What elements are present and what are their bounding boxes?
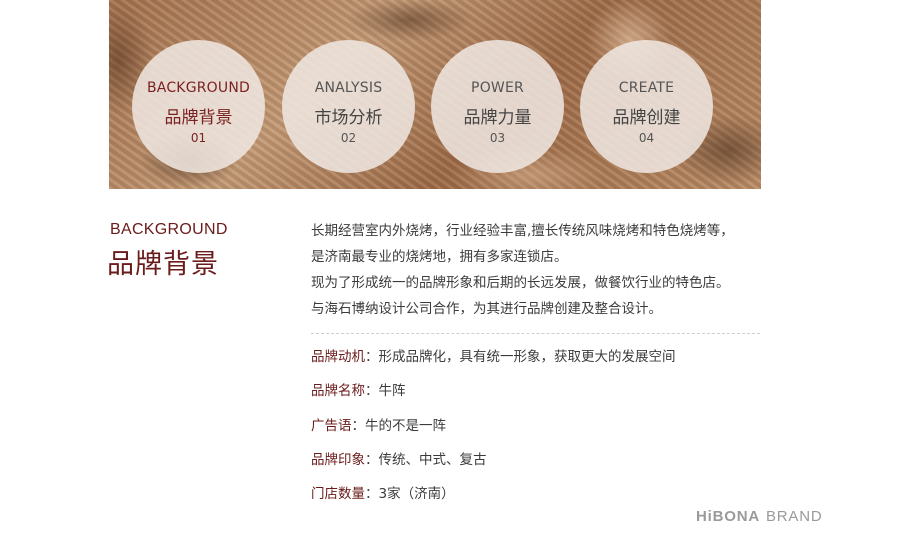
nav-circle-analysis[interactable]: ANALYSIS 市场分析 02 bbox=[282, 40, 415, 173]
nav-circle-cn: 品牌背景 bbox=[164, 108, 233, 128]
nav-circle-cn: 品牌力量 bbox=[463, 108, 532, 128]
nav-circle-num: 01 bbox=[190, 131, 207, 145]
nav-circle-num: 04 bbox=[638, 131, 655, 145]
nav-circle-en: POWER bbox=[471, 80, 524, 96]
fact-row: 广告语：牛的不是一阵 bbox=[311, 415, 676, 449]
fact-value: 3家（济南） bbox=[378, 486, 455, 503]
section-title-cn: 品牌背景 bbox=[107, 249, 219, 280]
fact-key: 门店数量 bbox=[311, 486, 365, 503]
section-title-en: BACKGROUND bbox=[110, 221, 228, 238]
fact-separator: ： bbox=[351, 417, 366, 434]
fact-separator: ： bbox=[365, 349, 379, 365]
fact-value: 牛的不是一阵 bbox=[365, 417, 446, 434]
intro-line: 长期经营室内外烧烤，行业经验丰富,擅长传统风味烧烤和特色烧烤等， bbox=[311, 223, 734, 239]
intro-line: 是济南最专业的烧烤地，拥有多家连锁店。 bbox=[311, 249, 568, 265]
hero-banner: BACKGROUND 品牌背景 01 ANALYSIS 市场分析 02 POWE… bbox=[109, 0, 761, 189]
nav-circle-power[interactable]: POWER 品牌力量 03 bbox=[431, 40, 564, 173]
nav-circle-cn: 品牌创建 bbox=[612, 108, 681, 128]
nav-circle-en: ANALYSIS bbox=[314, 80, 383, 96]
fact-row: 品牌印象：传统、中式、复古 bbox=[311, 449, 676, 483]
nav-circle-en: BACKGROUND bbox=[147, 80, 250, 96]
fact-row: 品牌名称：牛阵 bbox=[311, 380, 676, 414]
fact-separator: ： bbox=[365, 383, 379, 400]
brand-facts: 品牌动机：形成品牌化，具有统一形象，获取更大的发展空间 品牌名称：牛阵 广告语：… bbox=[311, 346, 676, 517]
dashed-divider bbox=[311, 333, 760, 334]
fact-key: 品牌名称 bbox=[311, 383, 365, 400]
brand-logo-suffix: BRAND bbox=[765, 508, 823, 525]
fact-row: 门店数量：3家（济南） bbox=[311, 483, 676, 517]
fact-key: 品牌动机 bbox=[311, 349, 365, 365]
fact-row: 品牌动机：形成品牌化，具有统一形象，获取更大的发展空间 bbox=[311, 346, 676, 380]
fact-separator: ： bbox=[365, 486, 379, 503]
nav-circle-en: CREATE bbox=[618, 80, 675, 96]
fact-key: 品牌印象 bbox=[311, 451, 365, 468]
fact-value: 形成品牌化，具有统一形象，获取更大的发展空间 bbox=[378, 349, 676, 365]
nav-circle-create[interactable]: CREATE 品牌创建 04 bbox=[580, 40, 713, 173]
fact-value: 传统、中式、复古 bbox=[378, 451, 487, 468]
fact-separator: ： bbox=[365, 451, 379, 468]
intro-line: 现为了形成统一的品牌形象和后期的长远发展，做餐饮行业的特色店。 bbox=[311, 275, 730, 291]
fact-key: 广告语 bbox=[311, 417, 352, 434]
nav-circle-background[interactable]: BACKGROUND 品牌背景 01 bbox=[132, 40, 265, 173]
brand-logo: HiBONA BRAND bbox=[696, 508, 822, 525]
brand-logo-name: HiBONA bbox=[696, 508, 760, 525]
nav-circle-num: 02 bbox=[340, 131, 357, 145]
intro-text: 长期经营室内外烧烤，行业经验丰富,擅长传统风味烧烤和特色烧烤等， 是济南最专业的… bbox=[311, 218, 761, 322]
intro-line: 与海石博纳设计公司合作，为其进行品牌创建及整合设计。 bbox=[311, 301, 662, 317]
nav-circle-num: 03 bbox=[489, 131, 506, 145]
fact-value: 牛阵 bbox=[378, 383, 406, 400]
nav-circle-cn: 市场分析 bbox=[314, 108, 383, 128]
